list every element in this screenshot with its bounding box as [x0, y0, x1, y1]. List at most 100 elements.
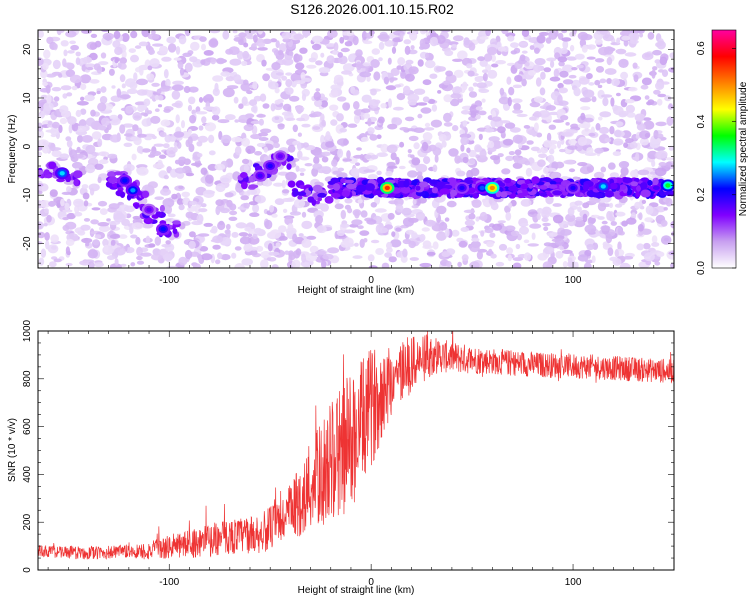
spectrogram-speckle — [498, 96, 510, 105]
spectrogram-speckle — [427, 98, 436, 104]
spectrogram-speckle — [643, 242, 651, 250]
spectrogram-speckle — [634, 113, 645, 122]
spectrogram-speckle — [130, 54, 139, 63]
spectrogram-speckle — [136, 260, 145, 265]
spectrogram-x-tick-label: -100 — [159, 275, 179, 286]
spectrogram-speckle — [507, 254, 512, 262]
spectrogram-speckle — [370, 88, 377, 96]
spectrogram-speckle — [250, 30, 256, 34]
spectrogram-speckle — [43, 223, 48, 227]
spectrogram-speckle — [655, 121, 667, 127]
spectrogram-speckle — [356, 61, 362, 71]
spectrogram-speckle — [130, 262, 136, 267]
spectrogram-speckle — [175, 114, 180, 124]
spectrogram-speckle — [634, 201, 642, 209]
spectrogram-speckle — [575, 216, 583, 222]
spectrogram-speckle — [600, 94, 613, 98]
spectrogram-speckle — [638, 212, 643, 221]
spectrogram-speckle — [162, 253, 174, 262]
spectrogram-speckle — [563, 159, 576, 165]
spectrogram-y-tick-label: -10 — [22, 187, 33, 202]
spectrogram-band-blob — [549, 180, 557, 185]
spectrogram-speckle — [614, 203, 623, 208]
spectrogram-speckle — [491, 54, 496, 62]
spectrogram-speckle — [74, 211, 83, 217]
spectrogram-speckle — [297, 132, 302, 137]
spectrogram-speckle — [661, 69, 669, 77]
spectrogram-speckle — [281, 75, 288, 81]
spectrogram-speckle — [423, 127, 435, 131]
spectrogram-speckle — [384, 252, 392, 258]
spectrogram-speckle — [491, 116, 502, 122]
spectrogram-speckle — [312, 111, 323, 117]
spectrogram-band-blob — [508, 185, 518, 192]
spectrogram-speckle — [441, 251, 451, 258]
spectrogram-speckle — [545, 37, 552, 44]
spectrogram-speckle — [495, 60, 506, 65]
spectrogram-speckle — [343, 138, 349, 146]
spectrogram-frame — [37, 29, 675, 269]
spectrogram-speckle — [40, 110, 45, 119]
spectrogram-speckle — [163, 69, 169, 79]
spectrogram-speckle — [374, 208, 387, 213]
spectrogram-speckle — [561, 37, 572, 42]
spectrogram-speckle — [43, 49, 51, 59]
spectrogram-speckle — [252, 233, 258, 239]
spectrogram-speckle — [375, 248, 384, 255]
spectrogram-speckle — [220, 254, 231, 261]
spectrogram-speckle — [536, 34, 546, 44]
spectrogram-speckle — [668, 145, 674, 151]
spectrogram-speckle — [41, 145, 50, 154]
spectrogram-speckle — [532, 64, 542, 73]
spectrogram-speckle — [622, 255, 634, 260]
spectrogram-speckle — [462, 156, 469, 164]
spectrogram-speckle — [606, 57, 613, 66]
spectrogram-band-blob — [562, 181, 568, 186]
spectrogram-speckle — [261, 59, 267, 67]
spectrogram-speckle — [574, 200, 583, 206]
spectrogram-speckle — [360, 136, 369, 142]
spectrogram-speckle — [540, 146, 549, 154]
spectrogram-speckle — [541, 217, 549, 222]
spectrogram-speckle — [588, 82, 595, 86]
spectrogram-speckle — [292, 124, 298, 133]
spectrogram-speckle — [498, 243, 508, 251]
spectrogram-speckle — [434, 154, 439, 163]
spectrogram-band-blob — [604, 190, 614, 198]
spectrogram-speckle — [94, 40, 102, 48]
spectrogram-speckle — [359, 230, 370, 236]
spectrogram-speckle — [96, 90, 101, 95]
spectrogram-speckle — [311, 35, 323, 43]
spectrogram-speckle — [424, 122, 431, 128]
spectrogram-speckle — [577, 254, 589, 262]
spectrogram-speckle — [390, 152, 397, 161]
spectrogram-speckle — [83, 200, 89, 207]
figure-title: S126.2026.001.10.15.R02 — [290, 1, 454, 17]
spectrogram-speckle — [215, 259, 221, 265]
spectrogram-speckle — [404, 45, 411, 56]
spectrogram-speckle — [124, 205, 135, 213]
spectrogram-speckle — [626, 112, 636, 118]
spectrogram-speckle — [149, 150, 162, 156]
spectrogram-speckle — [599, 30, 608, 35]
spectrogram-speckle — [327, 30, 338, 39]
spectrogram-speckle — [243, 202, 250, 209]
spectrogram-speckle — [647, 99, 655, 105]
spectrogram-speckle — [343, 229, 356, 234]
spectrogram-speckle — [470, 167, 480, 177]
spectrogram-band-blob — [312, 184, 323, 193]
spectrogram-speckle — [126, 88, 138, 95]
spectrogram-speckle — [643, 252, 655, 262]
spectrogram-speckle — [235, 222, 247, 229]
spectrogram-speckle — [346, 150, 351, 159]
spectrogram-band-blob — [591, 178, 599, 184]
spectrogram-band-blob — [636, 185, 641, 192]
spectrogram-speckle — [69, 40, 76, 45]
spectrogram-speckle — [457, 50, 468, 60]
spectrogram-speckle — [354, 210, 360, 219]
spectrogram-speckle — [38, 57, 44, 66]
spectrogram-speckle — [98, 224, 110, 233]
spectrogram-speckle — [60, 40, 69, 47]
spectrogram-speckle — [318, 67, 331, 74]
